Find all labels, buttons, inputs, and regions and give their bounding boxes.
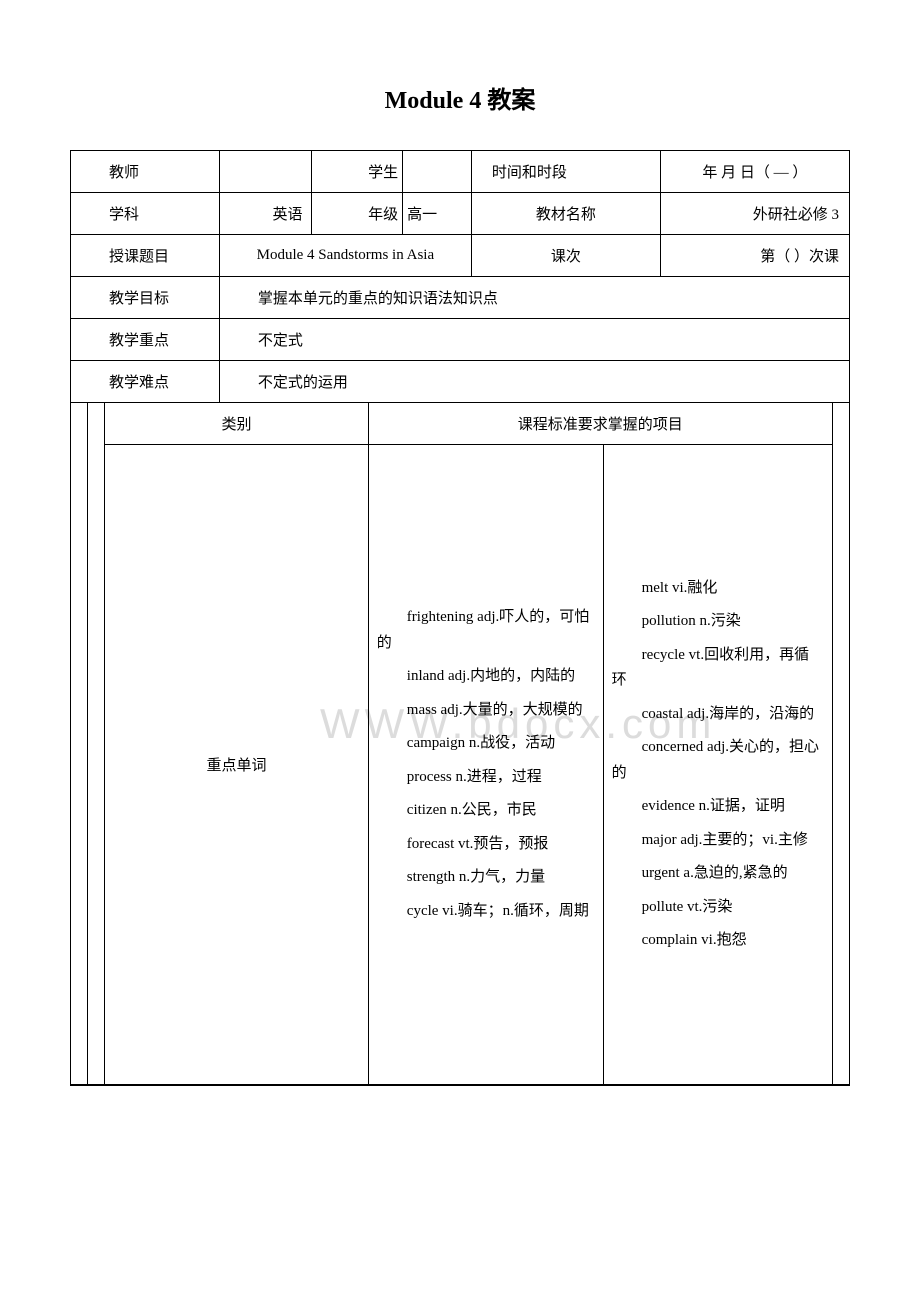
page-title: Module 4 教案 xyxy=(70,80,850,115)
vocab-item: pollute vt.污染 xyxy=(612,895,824,921)
vocab-item: strength n.力气，力量 xyxy=(377,865,595,891)
vocab-item: cycle vi.骑车；n.循环，周期 xyxy=(377,899,595,925)
side-spacer-3 xyxy=(832,403,849,1085)
focus-label: 教学重点 xyxy=(71,319,220,361)
lesson-plan-table: 教师 学生 时间和时段 年 月 日（ — ） 学科 英语 年级 高一 教材名称 … xyxy=(70,150,850,1086)
vocab-item: coastal adj.海岸的，沿海的 xyxy=(612,702,824,728)
goal-label: 教学目标 xyxy=(71,277,220,319)
grade-value: 高一 xyxy=(403,193,472,235)
table-row: 授课题目 Module 4 Sandstorms in Asia 课次 第（ ）… xyxy=(71,235,850,277)
table-row: 重点单词 frightening adj.吓人的，可怕的 inland adj.… xyxy=(71,445,850,1085)
vocab-item: pollution n.污染 xyxy=(612,609,824,635)
vocab-item: melt vi.融化 xyxy=(612,576,824,602)
vocab-label: 重点单词 xyxy=(105,445,368,1085)
vocab-item: evidence n.证据，证明 xyxy=(612,794,824,820)
date-value: 年 月 日（ — ） xyxy=(660,151,849,193)
vocab-item: inland adj.内地的，内陆的 xyxy=(377,664,595,690)
table-row: 学科 英语 年级 高一 教材名称 外研社必修 3 xyxy=(71,193,850,235)
table-row: 教学目标 掌握本单元的重点的知识语法知识点 xyxy=(71,277,850,319)
lesson-value: 第（ ）次课 xyxy=(660,235,849,277)
topic-label: 授课题目 xyxy=(71,235,220,277)
side-spacer-1 xyxy=(71,403,88,1085)
vocab-item: major adj.主要的；vi.主修 xyxy=(612,828,824,854)
subject-value: 英语 xyxy=(219,193,311,235)
table-row: 教学重点 不定式 xyxy=(71,319,850,361)
table-row: 类别 课程标准要求掌握的项目 xyxy=(71,403,850,445)
difficulty-value: 不定式的运用 xyxy=(219,361,849,403)
focus-value: 不定式 xyxy=(219,319,849,361)
table-row: 教学难点 不定式的运用 xyxy=(71,361,850,403)
category-header: 类别 xyxy=(105,403,368,445)
vocab-item: mass adj.大量的，大规模的 xyxy=(377,698,595,724)
student-value xyxy=(403,151,472,193)
table-row: 教师 学生 时间和时段 年 月 日（ — ） xyxy=(71,151,850,193)
difficulty-label: 教学难点 xyxy=(71,361,220,403)
standard-header: 课程标准要求掌握的项目 xyxy=(368,403,832,445)
vocab-item: concerned adj.关心的，担心的 xyxy=(612,735,824,786)
topic-value: Module 4 Sandstorms in Asia xyxy=(219,235,471,277)
vocab-item: campaign n.战役，活动 xyxy=(377,731,595,757)
vocab-item: recycle vt.回收利用，再循环 xyxy=(612,643,824,694)
teacher-value xyxy=(219,151,311,193)
vocab-item: process n.进程，过程 xyxy=(377,765,595,791)
material-label: 教材名称 xyxy=(471,193,660,235)
teacher-label: 教师 xyxy=(71,151,220,193)
goal-value: 掌握本单元的重点的知识语法知识点 xyxy=(219,277,849,319)
time-label: 时间和时段 xyxy=(471,151,660,193)
side-spacer-2 xyxy=(88,403,105,1085)
lesson-label: 课次 xyxy=(471,235,660,277)
vocab-item: urgent a.急迫的,紧急的 xyxy=(612,861,824,887)
vocab-right-cell: melt vi.融化 pollution n.污染 recycle vt.回收利… xyxy=(603,445,832,1085)
vocab-item: forecast vt.预告，预报 xyxy=(377,832,595,858)
vocab-left-cell: frightening adj.吓人的，可怕的 inland adj.内地的，内… xyxy=(368,445,603,1085)
subject-label: 学科 xyxy=(71,193,220,235)
grade-label: 年级 xyxy=(311,193,403,235)
material-value: 外研社必修 3 xyxy=(660,193,849,235)
vocab-item: frightening adj.吓人的，可怕的 xyxy=(377,605,595,656)
vocab-item: complain vi.抱怨 xyxy=(612,928,824,954)
vocab-item: citizen n.公民，市民 xyxy=(377,798,595,824)
student-label: 学生 xyxy=(311,151,403,193)
